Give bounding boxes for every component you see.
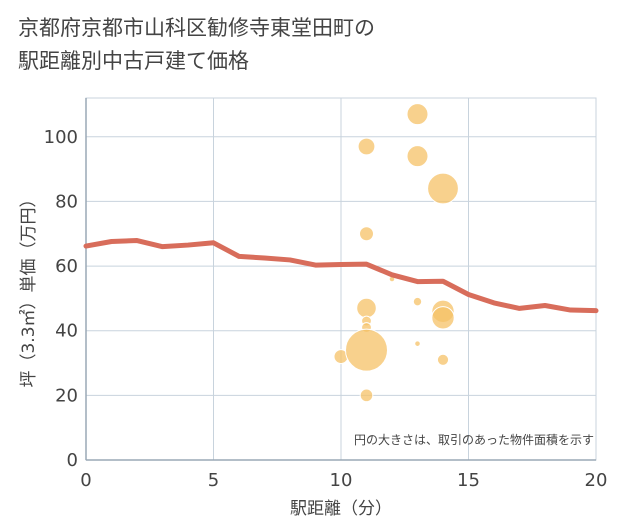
chart-annotation: 円の大きさは、取引のあった物件面積を示す <box>354 432 594 447</box>
data-point <box>406 103 429 126</box>
data-point <box>357 137 376 156</box>
data-point <box>436 353 450 366</box>
data-point <box>427 172 459 205</box>
x-tick-label: 20 <box>585 470 608 491</box>
y-tick-label: 40 <box>55 321 78 342</box>
x-axis-title: 駅距離（分） <box>290 499 392 519</box>
y-tick-label: 20 <box>55 385 78 406</box>
data-point <box>359 226 374 242</box>
y-tick-label: 60 <box>55 256 78 277</box>
data-point <box>345 328 388 372</box>
x-tick-label: 5 <box>208 470 219 491</box>
data-point <box>412 296 423 307</box>
y-tick-label: 0 <box>67 450 78 471</box>
chart-title: 京都府京都市山科区勧修寺東堂田町の 駅距離別中古戸建て価格 <box>18 16 375 73</box>
data-point <box>406 145 429 168</box>
x-tick-label: 10 <box>330 470 353 491</box>
x-tick-label: 15 <box>457 470 480 491</box>
x-tick-label: 0 <box>80 470 91 491</box>
data-point <box>356 297 377 319</box>
data-point <box>414 340 421 347</box>
y-tick-label: 100 <box>44 127 78 148</box>
data-point <box>431 306 455 330</box>
y-tick-label: 80 <box>55 191 78 212</box>
data-point <box>359 388 374 403</box>
y-axis-title: 坪（3.3㎡）単価（万円） <box>19 190 39 387</box>
average-line <box>83 238 599 314</box>
